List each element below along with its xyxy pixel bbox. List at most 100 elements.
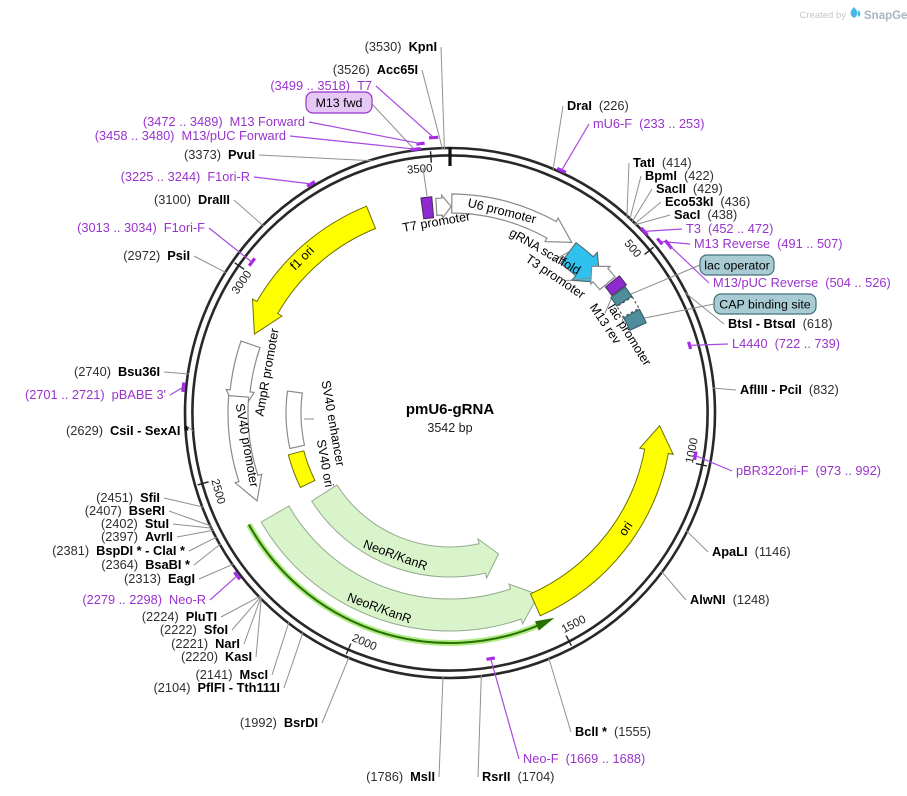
tick-label-1000: 1000 — [684, 437, 701, 464]
feature-lac-promoter-13 — [616, 296, 640, 318]
primer-callout-neo-f — [490, 658, 520, 760]
tick-label-500: 500 — [622, 238, 643, 260]
site-label-bpmi: BpmI (422) — [645, 168, 714, 183]
connector-m13-rev-12 — [604, 296, 613, 314]
primer-callout-l4440 — [689, 343, 729, 346]
site-label-bsu36i: (2740) Bsu36I — [74, 364, 160, 379]
primer-callout-t7 — [375, 85, 434, 138]
site-label-bsrdi: (1992) BsrDI — [240, 715, 318, 730]
site-label-nari: (2221) NarI — [171, 636, 240, 651]
tick-3000 — [234, 262, 245, 270]
primer-arc-mu6-f — [556, 167, 567, 174]
primer-label-m13-forward: (3472 .. 3489) M13 Forward — [143, 114, 305, 129]
primer-arc-f1ori-f — [247, 257, 257, 267]
feature-t7-promoter-11 — [420, 196, 435, 220]
site-callout-bsabi — [193, 543, 222, 566]
primer-callout-m13-puc-reverse — [668, 243, 710, 284]
site-label-bseri: (2407) BseRI — [85, 503, 165, 518]
plasmid-size: 3542 bp — [427, 421, 472, 435]
primer-label-m13-reverse: M13 Reverse (491 .. 507) — [694, 236, 843, 251]
primer-label-pbr322ori-f: pBR322ori-F (973 .. 992) — [736, 463, 881, 478]
site-label-kpni: (3530) KpnI — [365, 39, 437, 54]
tick-2000 — [345, 643, 352, 655]
primer-label-neo-f: Neo-F (1669 .. 1688) — [523, 751, 645, 766]
primer-label-f1ori-f: (3013 .. 3034) F1ori-F — [77, 220, 205, 235]
primer-label-m13-puc-forward: (3458 .. 3480) M13/pUC Forward — [95, 128, 286, 143]
site-callout-pflfi-tth111i — [283, 632, 304, 689]
site-callout-alwni — [660, 570, 687, 601]
site-label-pflfi-tth111i: (2104) PflFI - Tth111I — [154, 680, 281, 695]
primer-callout-mu6-f — [561, 123, 590, 171]
site-callout-pluti — [220, 595, 261, 618]
feature-label-ampr-promoter-1: AmpR promoter — [252, 327, 281, 417]
primer-label-t7: (3499 .. 3518) T7 — [270, 78, 372, 93]
site-callout-csii-sexai — [185, 425, 194, 432]
site-label-avrii: (2397) AvrII — [101, 529, 173, 544]
primer-label-l4440: L4440 (722 .. 739) — [732, 336, 840, 351]
feature-neor-kanr-5 — [311, 484, 500, 580]
site-callout-sfii — [163, 497, 204, 508]
site-label-drai: DraI (226) — [567, 98, 629, 113]
feature-lac-operator-14 — [610, 286, 633, 307]
tick-3500 — [429, 151, 432, 163]
site-callout-rsrii — [477, 675, 482, 778]
primer-callout-pbr322ori-f — [695, 455, 733, 472]
site-callout-msli — [438, 676, 444, 778]
site-label-bsabi: (2364) BsaBI * — [101, 557, 190, 572]
primer-arc-m13-forward — [416, 141, 425, 146]
connector-grna-scaffold-9 — [551, 251, 570, 262]
site-callout-nari — [243, 597, 262, 645]
primer-label-f1ori-r: (3225 .. 3244) F1ori-R — [121, 169, 250, 184]
connector-cap-binding-site-15 — [639, 303, 715, 320]
site-label-msci: (2141) MscI — [196, 667, 268, 682]
primer-callout-m13-puc-forward — [289, 135, 416, 150]
site-label-bcli: BclI * (1555) — [575, 724, 651, 739]
plasmid-name: pmU6-gRNA — [406, 401, 494, 418]
site-callout-bsrdi — [321, 656, 350, 724]
primer-label-neo-r: (2279 .. 2298) Neo-R — [82, 592, 206, 607]
feature-u6-promoter-8 — [451, 193, 573, 244]
site-label-draiii: (3100) DraIII — [154, 192, 230, 207]
tick-500 — [644, 246, 654, 255]
feature-label-box-cap-binding-site-15 — [713, 293, 817, 315]
site-label-bspdi-clai: (2381) BspDI * - ClaI * — [52, 543, 185, 558]
primer-arc-m13-reverse — [656, 237, 664, 246]
snapgene-logo-icon — [850, 7, 861, 18]
site-label-kasi: (2220) KasI — [181, 649, 252, 664]
feature-label-cap-binding-site-15: CAP binding site — [719, 298, 810, 312]
watermark-prefix: Created by — [800, 10, 847, 21]
site-callout-bspdi-clai — [188, 536, 218, 552]
site-label-stui: (2402) StuI — [101, 516, 169, 531]
site-label-sacii: SacII (429) — [656, 181, 723, 196]
primer-callout-m13-reverse — [659, 240, 691, 245]
site-callout-psii — [193, 255, 227, 274]
feature-label-box-m13-fwd-16 — [305, 91, 373, 114]
tick-label-2500: 2500 — [208, 478, 227, 506]
site-callout-eco53ki — [634, 201, 662, 225]
site-callout-apali — [685, 530, 709, 553]
site-callout-kpni — [440, 46, 445, 150]
tick-label-2000: 2000 — [350, 632, 378, 653]
site-callout-bcli — [548, 657, 572, 733]
site-callout-saci — [634, 214, 671, 226]
feature-t3-promoter-10 — [590, 265, 616, 291]
site-callout-kasi — [255, 597, 262, 658]
site-callout-sacii — [631, 188, 653, 223]
connector-m13-fwd-16 — [371, 103, 415, 150]
site-callout-draiii — [233, 199, 264, 227]
site-callout-msci — [271, 621, 290, 676]
connector-lac-operator-14 — [623, 264, 701, 298]
site-callout-bsu36i — [163, 371, 189, 375]
site-label-sfoi: (2222) SfoI — [160, 622, 228, 637]
primer-callout-f1ori-r — [253, 176, 312, 185]
site-label-apali: ApaLI (1146) — [712, 544, 791, 559]
site-callout-stui — [172, 523, 213, 529]
site-callout-afliii-pcii — [712, 387, 737, 391]
site-label-pluti: (2224) PluTI — [142, 609, 217, 624]
neor-kanr-marker-line — [247, 524, 539, 644]
site-label-sfii: (2451) SfiI — [96, 490, 160, 505]
tick-2500 — [197, 481, 209, 486]
primer-callout-t3 — [644, 228, 683, 232]
